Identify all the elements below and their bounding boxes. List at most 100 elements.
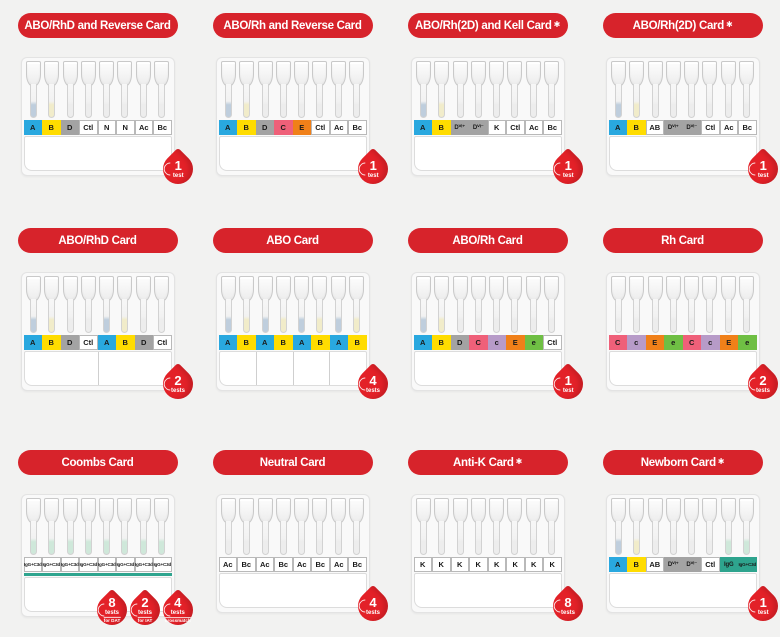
microtube-gel-column: [493, 521, 501, 555]
microtube-gel-column: [474, 84, 482, 118]
microtube-gel-column: [724, 84, 732, 118]
microtube: [720, 61, 737, 119]
well-label: Dⱽᴵ⁺: [664, 557, 683, 572]
microtube-gel-column: [316, 521, 324, 555]
well-label: N: [116, 120, 135, 135]
well-label: B: [42, 120, 61, 135]
microtube: [628, 61, 645, 119]
microtube-gel-column: [243, 521, 251, 555]
microtube: [610, 498, 627, 556]
microtube-gel-column: [651, 84, 659, 118]
card-section-divider: [292, 352, 294, 385]
microtube-gel-column: [633, 299, 641, 333]
well-label: Ctl: [311, 120, 330, 135]
well-label: B: [627, 557, 646, 572]
well-label: Ac: [524, 120, 543, 135]
well-label: B: [311, 335, 330, 350]
test-count: 2: [140, 595, 149, 611]
well-label: B: [627, 120, 646, 135]
well-label: Dⱽᴵ⁺: [450, 120, 469, 135]
well-label: Bc: [237, 557, 256, 572]
microtube-gel-column: [84, 521, 92, 555]
microtube-gel-column: [66, 84, 74, 118]
microtube-row: [414, 276, 562, 334]
microtube: [330, 498, 347, 556]
test-count: 1: [758, 595, 767, 611]
card-title: Anti-K Card: [453, 456, 514, 469]
microtube: [293, 498, 310, 556]
microtube: [415, 498, 432, 556]
card-title: ABO/Rh(2D) and Kell Card: [415, 19, 552, 32]
microtube-row: [609, 276, 757, 334]
microtube: [452, 61, 469, 119]
card-title: ABO Card: [266, 234, 319, 247]
test-count-badges: 1 test: [351, 147, 394, 191]
microtube: [683, 498, 700, 556]
card-title: Neutral Card: [259, 456, 326, 469]
well-label: D: [60, 120, 79, 135]
well-label: K: [543, 557, 562, 572]
test-count-badges: 1 test: [546, 147, 589, 191]
patient-write-area: [608, 573, 757, 608]
star-mark: ✱: [515, 457, 523, 466]
blood-drop-badge: 1 test: [156, 147, 199, 191]
microtube: [665, 498, 682, 556]
well-label: IgG+C3d: [23, 557, 42, 572]
test-unit-label: tests: [104, 610, 119, 617]
well-label: e: [738, 335, 757, 350]
microtube: [293, 276, 310, 334]
microtube-gel-column: [511, 521, 519, 555]
well-label-row: A B D Ctl N N Ac Bc: [23, 120, 172, 135]
well-label: B: [237, 335, 256, 350]
microtube-gel-column: [261, 84, 269, 118]
microtube-gel-column: [651, 299, 659, 333]
microtube: [43, 498, 60, 556]
star-mark: ✱: [553, 20, 561, 29]
well-label: A: [329, 335, 348, 350]
blood-drop-badge: 2 tests: [156, 362, 199, 406]
card-title: Coombs Card: [61, 456, 134, 469]
well-label: AB: [645, 120, 664, 135]
well-label: A: [413, 120, 432, 135]
well-label: E: [645, 335, 664, 350]
well-label: IgG+C3d: [134, 557, 153, 572]
microtube: [543, 498, 560, 556]
test-unit-label: tests: [170, 388, 185, 395]
microtube: [153, 276, 170, 334]
microtube-gel-column: [334, 299, 342, 333]
card-title: ABO/Rh and Reverse Card: [223, 19, 362, 32]
well-label: c: [701, 335, 720, 350]
microtube: [98, 61, 115, 119]
microtube-gel-column: [615, 521, 623, 555]
gel-card-image: A B Dⱽᴵ⁺ Dⱽᴵ⁻ K Ctl Ac Bc 1 test: [410, 57, 589, 191]
microtube-gel-column: [688, 84, 696, 118]
well-label-row: A B D Ctl A B D Ctl: [23, 335, 172, 350]
test-count: 1: [563, 158, 572, 174]
well-label: B: [348, 335, 367, 350]
well-label: Bc: [543, 120, 562, 135]
coombs-stripe: [23, 573, 172, 576]
card-title-banner: ABO/RhD Card: [17, 228, 178, 253]
test-count-badges: 8 tests: [546, 584, 589, 628]
microtube: [238, 276, 255, 334]
well-label: c: [627, 335, 646, 350]
microtube-gel-column: [633, 84, 641, 118]
microtube-gel-column: [633, 521, 641, 555]
gel-card-image: A B D Ctl N N Ac Bc 1 test: [20, 57, 199, 191]
microtube-gel-column: [139, 521, 147, 555]
well-label: N: [97, 120, 116, 135]
microtube-gel-column: [316, 84, 324, 118]
well-label-row: A B AB Dⱽᴵ⁺ Dⱽᴵ⁻ Ctl Ac Bc: [608, 120, 757, 135]
microtube: [452, 498, 469, 556]
microtube: [116, 498, 133, 556]
star-mark: ✱: [725, 20, 733, 29]
card-title-banner: Coombs Card: [17, 450, 178, 475]
well-label: Bc: [348, 120, 367, 135]
well-label: K: [506, 557, 525, 572]
microtube-gel-column: [30, 84, 38, 118]
microtube: [62, 276, 79, 334]
product-card: ABO/Rh(2D) and Kell Card ✱ A B Dⱽᴵ⁺ Dⱽᴵ⁻ K Ct…: [390, 0, 589, 207]
well-label-row: A B AB Dⱽᴵ⁺ Dⱽᴵ⁻ Ctl IgG IgG+C3d: [608, 557, 757, 572]
well-label: AB: [645, 557, 664, 572]
